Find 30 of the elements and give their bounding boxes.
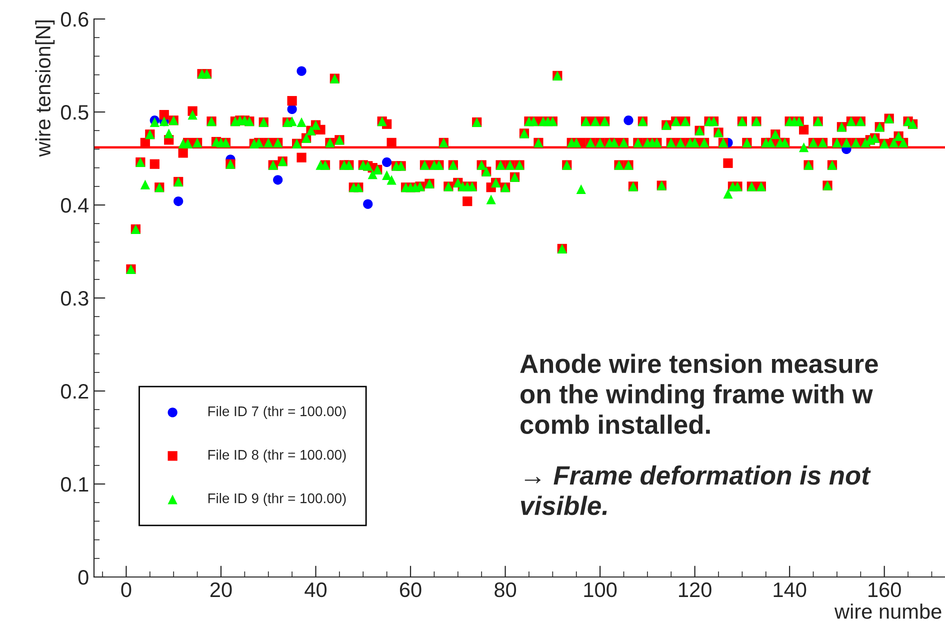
y-tick-label: 0.6	[60, 12, 88, 27]
point	[382, 157, 392, 168]
x-axis-title: wire numbe	[834, 604, 942, 619]
y-axis-title: wire tension[N]	[35, 20, 55, 157]
y-tick-label: 0.4	[60, 198, 89, 213]
point	[174, 196, 184, 206]
x-tick-label: 60	[400, 582, 422, 598]
x-tick-label: 80	[494, 582, 516, 598]
x-tick-label: 100	[584, 582, 617, 598]
x-tick-label: 0	[121, 582, 132, 598]
point	[363, 199, 373, 209]
point	[296, 66, 306, 76]
legend-label: File ID 9 (thr = 100.00)	[208, 493, 346, 506]
point	[287, 104, 297, 114]
point	[624, 116, 634, 126]
x-tick-label: 40	[304, 582, 327, 598]
y-tick-label: 0.3	[60, 291, 88, 306]
point	[273, 175, 283, 185]
x-tick-label: 160	[868, 582, 901, 598]
annotation: Anode wire tension measure on the winding frame with w comb installed.	[520, 354, 878, 434]
y-tick-label: 0.1	[60, 477, 88, 492]
x-tick-label: 20	[210, 582, 232, 598]
y-tick-label: 0.5	[60, 105, 88, 120]
annotation: → Frame deformation is not visible.	[520, 465, 871, 516]
legend-label: File ID 7 (thr = 100.00)	[208, 406, 346, 419]
y-tick-label: 0	[78, 570, 88, 585]
x-tick-label: 140	[774, 582, 806, 598]
x-tick-label: 120	[679, 582, 712, 598]
legend-label: File ID 8 (thr = 100.00)	[208, 450, 346, 462]
y-tick-label: 0.2	[60, 384, 88, 399]
